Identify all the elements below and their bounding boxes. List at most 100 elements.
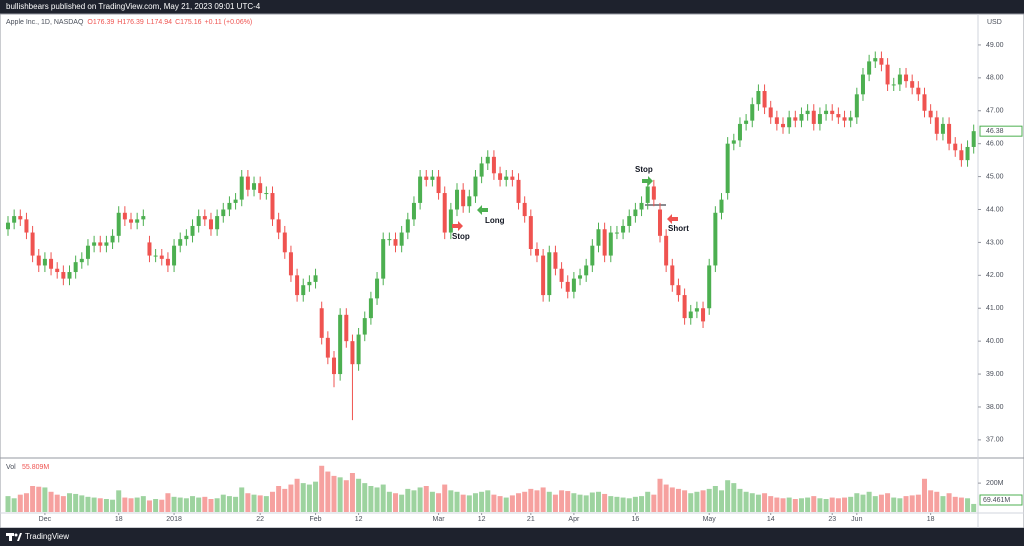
candle-body	[744, 120, 749, 124]
volume-bar	[337, 477, 343, 512]
candle-body	[418, 176, 423, 203]
volume-bar	[792, 499, 798, 512]
volume-bar	[780, 498, 786, 512]
volume-bar	[583, 495, 589, 512]
volume-bar	[91, 497, 97, 512]
candle-body	[522, 202, 527, 217]
volume-bar	[300, 483, 306, 512]
volume-bar	[571, 493, 577, 512]
candle-body	[331, 357, 336, 375]
candle-body	[651, 186, 656, 200]
candle-body	[891, 84, 896, 86]
volume-bar	[509, 495, 515, 512]
volume-bar	[645, 491, 651, 512]
volume-bar	[958, 497, 964, 512]
candle-body	[455, 189, 460, 210]
candle-body	[768, 107, 773, 118]
volume-bar	[442, 484, 448, 512]
volume-bar	[632, 496, 638, 512]
candle-body	[830, 110, 835, 115]
volume-bar	[263, 496, 269, 512]
volume-bar	[331, 475, 337, 512]
volume-bar	[202, 496, 208, 512]
volume-bar	[190, 496, 196, 512]
volume-bar	[552, 494, 558, 512]
candle-body	[405, 219, 410, 233]
candle-body	[215, 216, 220, 230]
candle-body	[233, 199, 238, 203]
volume-average-badge	[979, 494, 1023, 506]
annotation-label: Stop	[452, 232, 470, 241]
candle-body	[910, 81, 915, 88]
volume-bar	[522, 491, 528, 512]
volume-bar	[940, 496, 946, 512]
candle-body	[608, 232, 613, 256]
candle-body	[116, 212, 121, 236]
x-tick-label: Jun	[851, 516, 862, 523]
candle-body	[645, 186, 650, 203]
candle-body	[694, 308, 699, 312]
volume-bar	[565, 491, 571, 512]
candle-body	[553, 252, 558, 269]
candle-body	[639, 202, 644, 210]
y-tick-label: 46.00	[986, 141, 1004, 148]
volume-bar	[448, 490, 454, 512]
candle-body	[584, 265, 589, 276]
logo-mark	[14, 533, 18, 537]
volume-bar	[682, 490, 688, 512]
volume-bar	[608, 496, 614, 512]
legend-value: +0.11 (+0.06%)	[205, 19, 253, 26]
candle-body	[682, 295, 687, 319]
volume-bar	[639, 496, 645, 512]
volume-bar	[589, 492, 595, 512]
volume-bar	[805, 497, 811, 512]
volume-bar	[829, 497, 835, 512]
candle-body	[288, 252, 293, 276]
candle-body	[264, 193, 269, 195]
volume-bar	[282, 488, 288, 512]
candle-body	[141, 216, 146, 220]
volume-bar	[214, 498, 220, 512]
volume-bar	[429, 491, 435, 512]
annotation-label: Long	[485, 216, 505, 225]
candle-body	[491, 156, 496, 174]
volume-bar	[897, 498, 903, 512]
volume-bar	[885, 493, 891, 512]
candle-body	[221, 209, 226, 217]
candle-body	[787, 117, 792, 128]
volume-bar	[675, 488, 681, 512]
candle-body	[67, 272, 72, 279]
volume-bar	[737, 488, 743, 512]
x-tick-label: Dec	[39, 516, 52, 523]
volume-bar	[276, 486, 282, 512]
candle-body	[387, 239, 392, 241]
candle-body	[258, 183, 263, 194]
volume-bar	[325, 471, 331, 512]
candle-body	[473, 176, 478, 197]
candle-body	[55, 268, 60, 273]
brand-text: TradingView	[25, 532, 69, 541]
candle-body	[879, 58, 884, 65]
candle-body	[252, 183, 257, 190]
candle-body	[756, 91, 761, 105]
volume-bar	[11, 498, 17, 512]
candle-body	[842, 117, 847, 121]
y-tick-label: 39.00	[986, 371, 1004, 378]
candle-body	[85, 245, 90, 259]
y-tick-label: 45.00	[986, 173, 1004, 180]
volume-bar	[749, 493, 755, 512]
volume-bar	[436, 493, 442, 512]
candle-body	[953, 143, 958, 151]
candle-body	[461, 189, 466, 207]
candle-body	[375, 278, 380, 299]
volume-bar	[257, 495, 263, 512]
volume-bar	[73, 493, 79, 512]
volume-bar	[183, 498, 189, 512]
volume-bar	[122, 497, 128, 512]
candle-body	[541, 255, 546, 296]
annotation-arrow	[642, 176, 653, 186]
volume-bar	[349, 473, 355, 512]
volume-bar	[374, 487, 380, 512]
candle-body	[621, 225, 626, 233]
candle-body	[811, 110, 816, 124]
